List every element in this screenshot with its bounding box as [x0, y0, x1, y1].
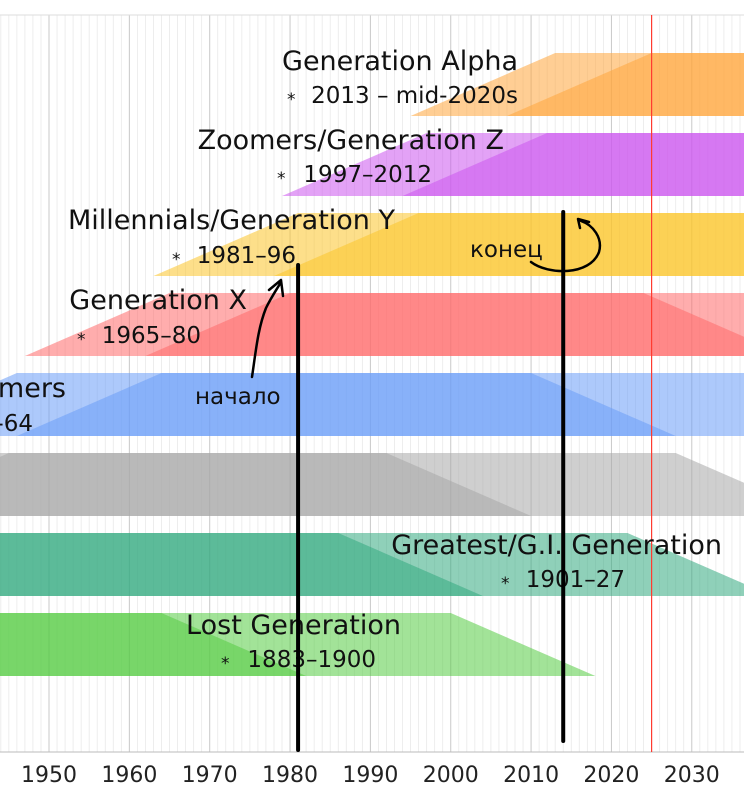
- band-inner: [273, 213, 744, 276]
- asterisk-icon: *: [287, 90, 296, 110]
- annotation-end: конец: [470, 237, 543, 263]
- curl-arrow-icon: [529, 217, 602, 273]
- annotation-start: начало: [195, 384, 281, 410]
- band-inner: [0, 613, 307, 676]
- x-tick-label: 1960: [101, 763, 157, 787]
- label-generation-alpha: Generation Alpha: [282, 46, 518, 77]
- asterisk-icon: *: [501, 574, 510, 594]
- band-inner: [0, 453, 532, 516]
- band-zoomers-generation-z: [282, 133, 744, 196]
- band-inner: [506, 53, 744, 116]
- asterisk-icon: *: [277, 169, 286, 189]
- band-baby-boomers: [0, 373, 744, 436]
- x-tick-label: 2020: [583, 763, 639, 787]
- label-millennials: Millennials/Generation Y: [68, 205, 396, 236]
- asterisk-icon: *: [77, 330, 86, 350]
- x-tick-label: 1970: [182, 763, 238, 787]
- hand-annotations: [250, 210, 602, 752]
- years-generation-x: 1965–80: [102, 323, 201, 349]
- generation-bands: [0, 53, 744, 676]
- band-inner: [0, 533, 483, 596]
- asterisk-icon: *: [221, 654, 230, 674]
- x-tick-label: 1980: [262, 763, 318, 787]
- x-tick-label: 2000: [423, 763, 479, 787]
- band-greatest-g-i-generation: [0, 533, 744, 596]
- x-tick-label: 1950: [21, 763, 77, 787]
- label-baby-boomers: mers: [0, 373, 66, 404]
- years-baby-boomers: -64: [0, 411, 33, 437]
- years-millennials: 1981–96: [197, 243, 296, 269]
- asterisk-icon: *: [172, 250, 181, 270]
- x-axis-ticks: 1940195019601970198019902000201020202030: [21, 763, 720, 787]
- band-silent-generation: [0, 453, 744, 516]
- arrow-up-icon: [250, 278, 285, 379]
- label-lost-generation: Lost Generation: [186, 610, 401, 641]
- label-generation-x: Generation X: [69, 285, 247, 316]
- years-lost-generation: 1883–1900: [247, 647, 376, 673]
- band-inner: [16, 373, 676, 436]
- band-millennials-generation-y: [153, 213, 744, 276]
- band-generation-alpha: [410, 53, 744, 116]
- label-generation-z: Zoomers/Generation Z: [198, 125, 504, 156]
- label-greatest-generation: Greatest/G.I. Generation: [391, 530, 722, 561]
- years-generation-alpha: 2013 – mid-2020s: [311, 83, 518, 109]
- years-generation-z: 1997–2012: [303, 162, 432, 188]
- years-greatest-generation: 1901–27: [526, 567, 625, 593]
- band-inner: [145, 293, 744, 356]
- x-tick-label: 1990: [342, 763, 398, 787]
- band-inner: [402, 133, 744, 196]
- x-tick-label: 2010: [503, 763, 559, 787]
- x-tick-label: 2030: [664, 763, 720, 787]
- birth-asterisks: * * * * * *: [77, 90, 510, 674]
- generation-labels: Generation Alpha 2013 – mid-2020s Zoomer…: [0, 46, 722, 673]
